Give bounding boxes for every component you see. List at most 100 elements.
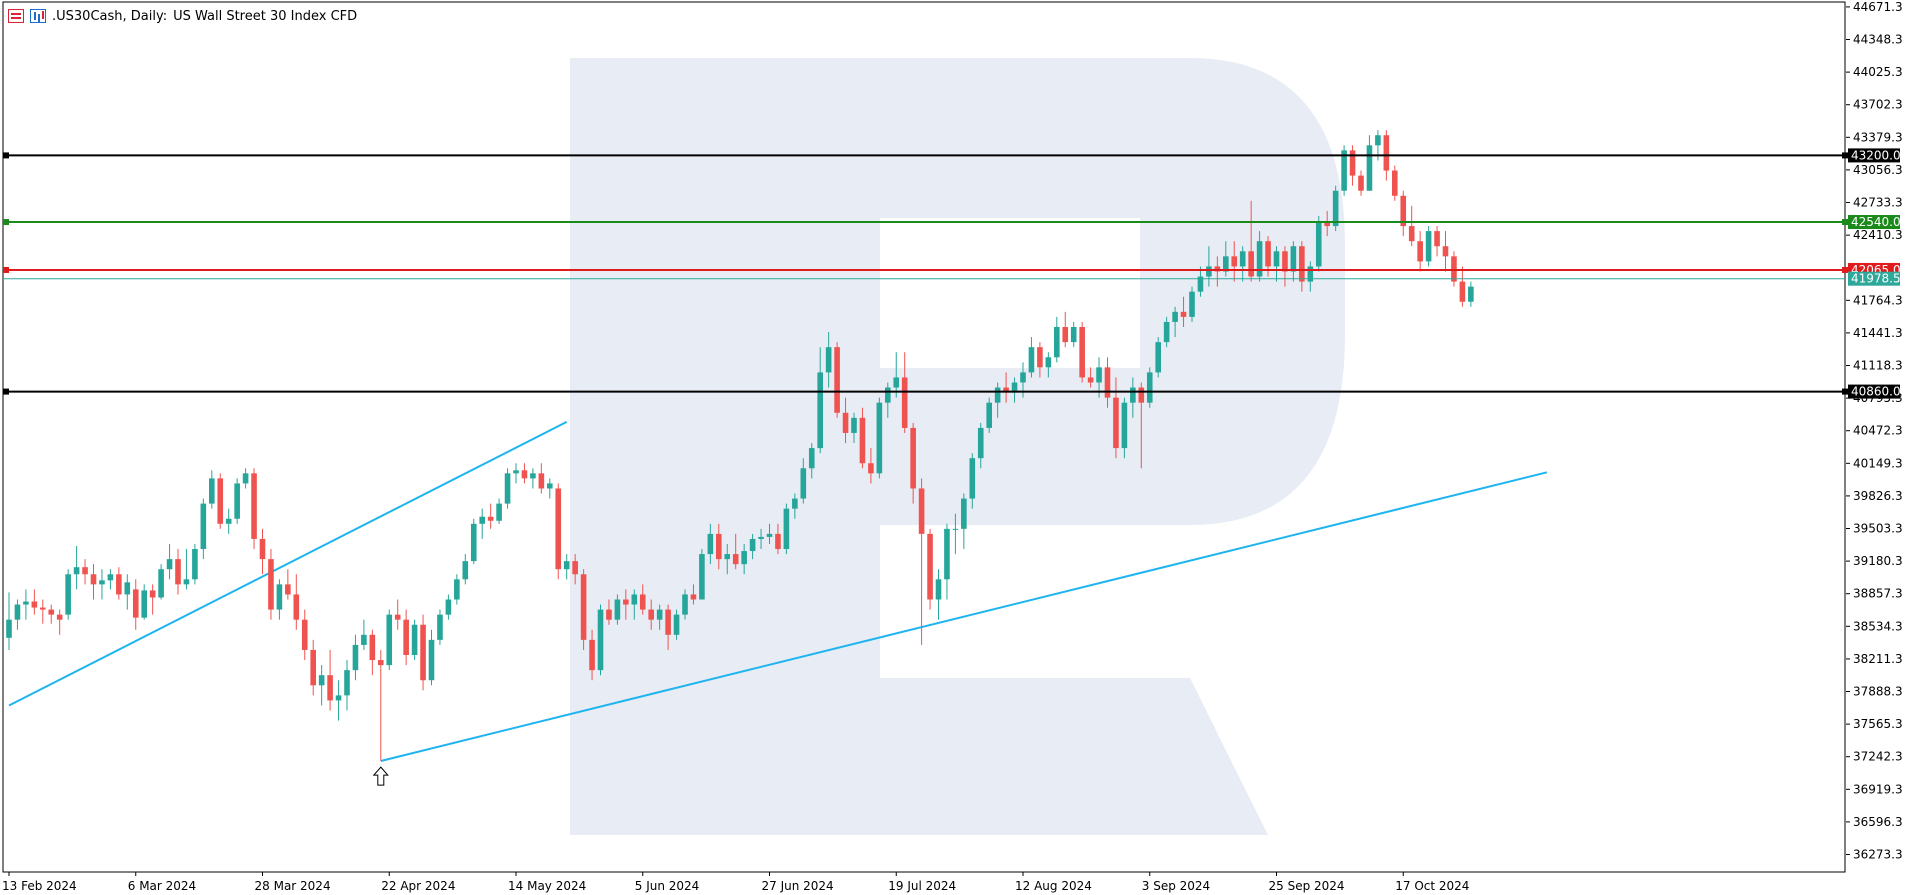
level-badge-label: 41978.5	[1851, 272, 1901, 286]
candle-body	[724, 554, 731, 560]
candle-body	[1239, 251, 1246, 267]
candle-body	[716, 533, 722, 560]
candle-body	[428, 639, 435, 681]
candle-body	[1054, 326, 1060, 358]
candle-body	[1163, 321, 1170, 343]
candle-body	[48, 609, 55, 615]
candle-body	[969, 458, 976, 499]
candle-body	[538, 473, 545, 489]
date-tick-label: 12 Aug 2024	[1015, 879, 1092, 893]
price-tick-label: 41118.3	[1853, 359, 1903, 373]
candle-body	[437, 614, 443, 640]
candle-body	[910, 427, 916, 489]
candle-body	[741, 551, 747, 565]
candle-body	[23, 601, 29, 605]
candle-body	[1003, 387, 1009, 393]
price-tick-label: 42733.3	[1853, 196, 1903, 210]
candle-body	[1130, 387, 1136, 403]
candle-body	[361, 634, 367, 645]
price-tick-label: 38857.3	[1853, 587, 1903, 601]
candle-body	[217, 478, 224, 524]
candle-body	[420, 624, 426, 681]
candle-body	[834, 347, 840, 413]
date-tick-label: 3 Sep 2024	[1142, 879, 1210, 893]
level-handle-right	[1842, 388, 1848, 395]
candle-body	[1383, 135, 1390, 171]
candle-body	[158, 569, 164, 598]
price-tick-label: 44348.3	[1853, 33, 1903, 47]
date-tick-label: 17 Oct 2024	[1395, 879, 1469, 893]
plot-frame	[2, 1, 1846, 873]
candle-body	[56, 614, 63, 620]
time-axis[interactable]: 13 Feb 2024 6 Mar 2024 28 Mar 2024 22 Apr 2…	[2, 872, 1469, 893]
candle-body	[149, 590, 156, 598]
chart-header: .US30Cash, Daily: US Wall Street 30 Inde…	[8, 6, 357, 26]
candle-body	[1299, 246, 1305, 282]
candle-body	[14, 604, 21, 620]
candle-body	[318, 675, 325, 686]
candle-body	[479, 516, 485, 524]
chart-list-icon[interactable]	[8, 9, 24, 23]
candle-body	[918, 488, 925, 534]
price-levels[interactable]	[3, 152, 1848, 395]
candle-body	[1020, 372, 1026, 383]
candle-body	[335, 695, 342, 701]
candle-body	[1087, 377, 1094, 383]
candle-body	[521, 470, 528, 479]
level-badge-support	[1848, 384, 1900, 399]
candle-body	[623, 599, 629, 605]
candle-body	[580, 574, 587, 640]
candle-body	[606, 609, 612, 620]
candle-body	[656, 609, 663, 620]
price-axis[interactable]: 44671.3 44348.3 44025.3 43702.3 43379.3 43056…	[1846, 0, 1903, 862]
candle-body	[563, 561, 570, 570]
candle-body	[597, 609, 604, 671]
candle-body	[1155, 342, 1161, 373]
candle-body	[665, 609, 671, 635]
candle-body	[259, 538, 266, 560]
candle-body	[65, 574, 71, 615]
candle-body	[1206, 266, 1212, 277]
candle-body	[411, 624, 418, 656]
plot-border	[2, 1, 1846, 873]
candle-body	[1468, 286, 1474, 302]
candle-body	[327, 675, 333, 701]
candle-body	[1341, 150, 1347, 191]
candle-body	[952, 528, 959, 530]
candle-body	[808, 448, 815, 469]
candle-body	[99, 580, 105, 585]
candle-body	[758, 536, 764, 539]
candle-body	[1045, 357, 1052, 368]
candle-body	[876, 402, 883, 474]
bar-chart-icon[interactable]	[30, 9, 46, 23]
candle-body	[766, 533, 773, 537]
candle-body	[1096, 367, 1102, 383]
candle-body	[555, 488, 562, 570]
candle-body	[1231, 256, 1238, 267]
candle-body	[192, 549, 198, 580]
candle-body	[1290, 246, 1297, 272]
candle-body	[572, 561, 578, 575]
price-tick-label: 40472.3	[1853, 424, 1903, 438]
candle-body	[935, 579, 942, 600]
date-tick-label: 19 Jul 2024	[888, 879, 956, 893]
watermark-r-bowl	[570, 58, 1345, 835]
candle-body	[986, 402, 992, 428]
candle-body	[124, 582, 131, 595]
trendlines[interactable]	[8, 420, 1548, 762]
price-tick-label: 42410.3	[1853, 228, 1903, 242]
candle-body	[707, 533, 714, 555]
candle-body	[166, 559, 173, 570]
candle-body	[732, 554, 739, 565]
candle-body	[1121, 402, 1128, 449]
candle-body	[1180, 311, 1187, 317]
candle-body	[648, 609, 654, 620]
price-tick-label: 39503.3	[1853, 522, 1903, 536]
candle-body	[454, 579, 460, 600]
candle-body	[1358, 175, 1364, 191]
candle-body	[1307, 266, 1314, 282]
date-tick-label: 28 Mar 2024	[255, 879, 331, 893]
level-handle-left	[3, 152, 9, 159]
level-badge-label: 42540.0	[1851, 215, 1901, 229]
